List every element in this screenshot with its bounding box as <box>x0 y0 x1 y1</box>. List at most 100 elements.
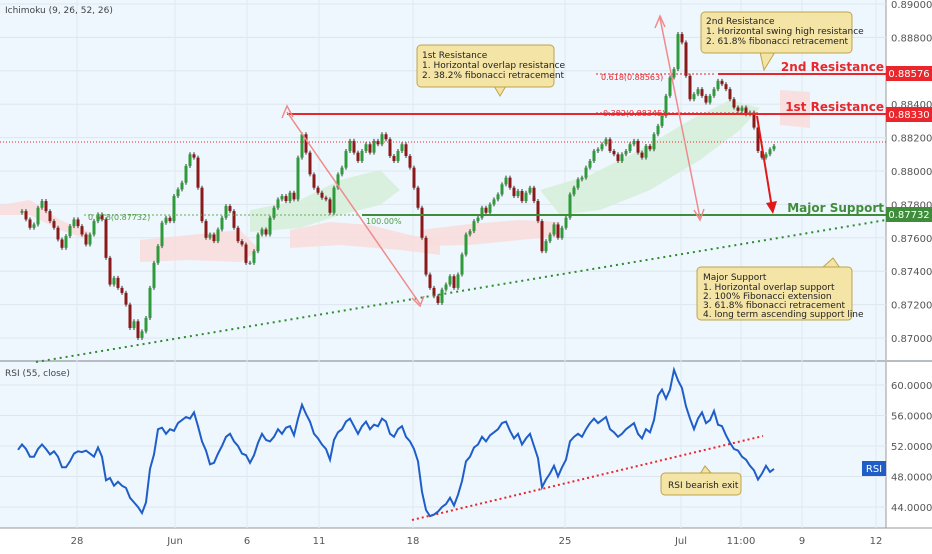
candle-body <box>208 234 212 238</box>
price-tick-label: 0.88400 <box>891 100 932 111</box>
candle-body <box>772 145 776 150</box>
candle-body <box>140 331 144 338</box>
candle-body <box>540 221 544 252</box>
candle-body <box>716 80 720 90</box>
rsi-tick-label: 56.0000 <box>891 412 932 423</box>
candle-body <box>340 167 344 175</box>
fib-label-support: 0.618(0.87732) <box>88 213 150 222</box>
candle-body <box>64 236 68 248</box>
candle-body <box>568 194 572 218</box>
candle-body <box>536 201 540 222</box>
candle-body <box>552 224 556 235</box>
candle-body <box>648 145 652 150</box>
candle-body <box>664 95 668 116</box>
callout-support-line-2: 2. 100% Fibonacci extension <box>703 292 832 302</box>
price-tick-label: 0.87000 <box>891 334 932 345</box>
level-label-support: Major Support <box>787 201 884 215</box>
cloud-patch <box>420 220 560 246</box>
callout-r2: 2nd Resistance 1. Horizontal swing high … <box>700 11 864 72</box>
candle-body <box>76 219 80 227</box>
candle-body <box>484 207 488 213</box>
callout-support-box <box>696 266 853 321</box>
badge-r1-value: 0.88330 <box>888 110 929 121</box>
candle-body <box>192 154 196 158</box>
candle-body <box>236 227 240 242</box>
candle-body <box>32 224 36 228</box>
cloud-patch <box>250 170 400 232</box>
candle-body <box>216 229 220 242</box>
candle-body <box>152 262 156 288</box>
callout-support-line-1: 1. Horizontal overlap support <box>703 283 835 293</box>
candle-body <box>320 192 324 198</box>
candle-body <box>692 94 696 100</box>
time-tick-label: 6 <box>244 536 250 547</box>
badge-support-value: 0.87732 <box>888 210 929 221</box>
candle-body <box>368 144 372 153</box>
price-tick-label: 0.89000 <box>891 0 932 11</box>
candle-body <box>580 177 584 180</box>
candle-body <box>460 254 464 275</box>
price-tick-label: 0.88800 <box>891 33 932 44</box>
candle-body <box>156 246 160 263</box>
candle-body <box>232 211 236 228</box>
candle-body <box>612 150 616 155</box>
callout-support-line-3: 3. 61.8% fibonacci retracement <box>703 301 846 311</box>
candles <box>20 32 776 341</box>
candle-body <box>668 77 672 96</box>
callout-r1-line-2: 2. 38.2% fibonacci retracement <box>422 71 565 81</box>
callout-support-line-4: 4. long term ascending support line <box>703 310 864 320</box>
time-tick-label: 18 <box>407 536 420 547</box>
candle-body <box>204 221 208 238</box>
candle-body <box>576 179 580 188</box>
candle-body <box>584 167 588 178</box>
candle-body <box>176 189 180 197</box>
candle-body <box>116 277 120 288</box>
candle-body <box>528 187 532 193</box>
candle-body <box>48 211 52 222</box>
candle-body <box>416 187 420 208</box>
candle-body <box>240 241 244 245</box>
candle-body <box>512 187 516 197</box>
candle-body <box>680 34 684 43</box>
badge-rsi-label: RSI <box>866 464 882 475</box>
rsi-pane <box>0 362 886 528</box>
candle-body <box>272 207 276 218</box>
arrowhead-2 <box>411 295 425 308</box>
fib-label-r1: 0.382(0.88345) <box>603 109 665 118</box>
candle-body <box>628 144 632 151</box>
candle-body <box>444 284 448 290</box>
candle-body <box>548 234 552 242</box>
candle-body <box>296 157 300 200</box>
candle-body <box>596 149 600 151</box>
candle-body <box>164 217 168 223</box>
candle-body <box>184 165 188 183</box>
candle-body <box>520 191 524 202</box>
level-label-r2: 2nd Resistance <box>781 60 884 74</box>
price-tick-label: 0.88200 <box>891 134 932 145</box>
candle-body <box>136 321 140 338</box>
candle-body <box>640 152 644 158</box>
candle-body <box>20 211 24 213</box>
candle-body <box>228 206 232 212</box>
candle-body <box>764 154 768 158</box>
candle-body <box>120 287 124 293</box>
candle-body <box>588 160 592 168</box>
time-tick-label: 11 <box>313 536 326 547</box>
candle-body <box>160 222 164 247</box>
candle-body <box>544 241 548 252</box>
candle-body <box>248 262 252 264</box>
candle-body <box>448 276 452 285</box>
callout-rsi-title: RSI bearish exit <box>668 481 739 491</box>
candle-body <box>636 140 640 153</box>
candle-body <box>80 226 84 235</box>
candle-body <box>728 89 732 100</box>
candle-body <box>168 217 172 222</box>
candle-body <box>696 89 700 95</box>
candle-body <box>56 227 60 240</box>
candle-body <box>52 221 56 228</box>
time-tick-label: 25 <box>559 536 572 547</box>
candle-body <box>60 239 64 248</box>
time-tick-label: 28 <box>71 536 84 547</box>
callout-r1-box <box>416 44 555 88</box>
